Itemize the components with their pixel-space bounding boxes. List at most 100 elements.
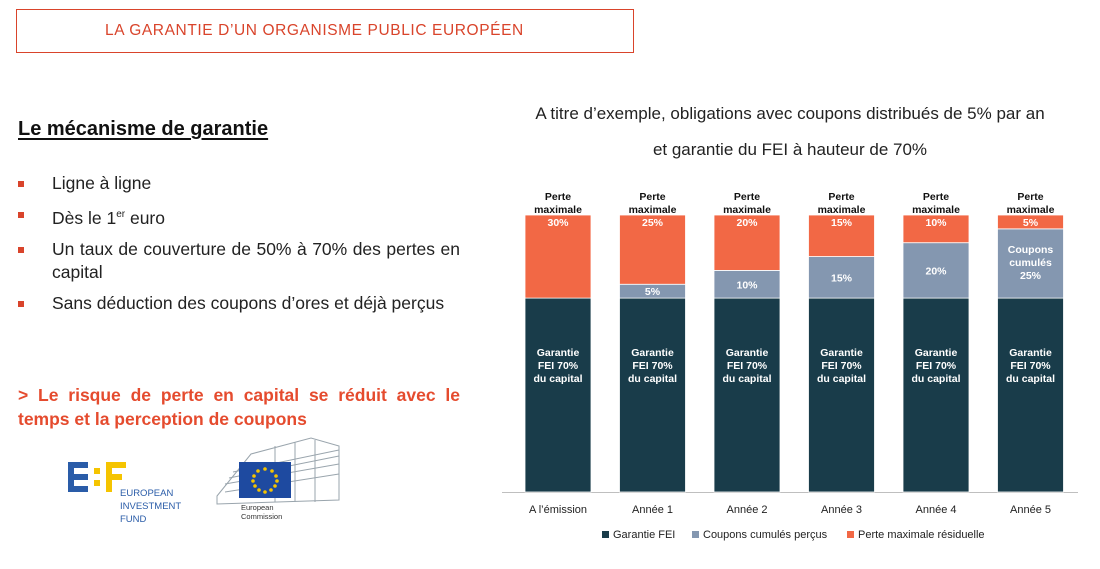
data-label: Garantie FEI 70% du capital: [533, 347, 582, 385]
data-label: Garantie FEI 70% du capital: [722, 347, 771, 385]
legend-swatch: [692, 531, 699, 538]
eif-name-line: INVESTMENT: [120, 501, 181, 512]
data-label-line: FEI 70%: [727, 360, 768, 372]
bullet-item: Ligne à ligne: [18, 172, 460, 195]
conclusion-text: > Le risque de perte en capital se rédui…: [18, 385, 460, 429]
mechanism-title: Le mécanisme de garantie: [18, 118, 269, 140]
bar-segment-perte-maximale-r-siduelle: [808, 214, 875, 257]
bar-segment-garantie-fei: [524, 297, 592, 493]
eu-stars-icon: [251, 467, 279, 494]
eif-name-line: FUND: [120, 514, 147, 525]
data-label-line: 15%: [831, 272, 853, 284]
data-label-line: 15%: [831, 217, 853, 229]
bullet-item: Sans déduction des coupons d’ores et déj…: [18, 292, 460, 315]
bullet-list: Ligne à ligne Dès le 1er euro Un taux de…: [18, 172, 460, 323]
legend-label: Coupons cumulés perçus: [703, 529, 828, 541]
data-label-line: 25%: [642, 217, 664, 229]
data-label-line: Garantie: [726, 347, 769, 359]
data-label-line: du capital: [628, 373, 677, 385]
data-label-line: FEI 70%: [821, 360, 862, 372]
data-label-line: 25%: [1020, 270, 1042, 282]
top-label-line: Perte: [828, 191, 854, 203]
ec-name-line: European: [241, 503, 274, 512]
data-label: 10%: [736, 279, 758, 291]
eif-logo: EUROPEAN INVESTMENT FUND: [68, 462, 181, 525]
data-label-line: Coupons: [1008, 244, 1054, 256]
data-label-line: 20%: [736, 217, 758, 229]
top-label-line: maximale: [534, 204, 582, 216]
data-label-line: Garantie: [537, 347, 580, 359]
data-label-line: Garantie: [1009, 347, 1052, 359]
bullet-square-icon: [18, 181, 24, 187]
x-tick-label: A l’émission: [529, 504, 587, 516]
data-label-line: 10%: [925, 217, 947, 229]
bar-segment-garantie-fei: [713, 297, 781, 493]
bar-segment-coupons-cumul-s-per-us: [808, 256, 875, 299]
top-label-line: maximale: [912, 204, 960, 216]
bullet-square-icon: [18, 246, 24, 253]
top-label: Perte maximale: [1007, 191, 1055, 216]
data-label-line: du capital: [817, 373, 866, 385]
top-label: Perte maximale: [912, 191, 960, 216]
bullet-item: Un taux de couverture de 50% à 70% des p…: [18, 238, 460, 284]
data-label-line: 5%: [1023, 217, 1039, 229]
bullet-text: Un taux de couverture de 50% à 70% des p…: [52, 238, 460, 282]
data-label: Coupons cumulés 25%: [1008, 244, 1054, 282]
x-tick-label: Année 2: [727, 504, 768, 516]
top-label: Perte maximale: [723, 191, 771, 216]
legend-label: Perte maximale résiduelle: [858, 529, 985, 541]
top-label-line: maximale: [629, 204, 677, 216]
data-label: 25%: [642, 217, 664, 229]
data-label: 10%: [925, 217, 947, 229]
data-label-line: 10%: [736, 279, 758, 291]
data-label-line: Garantie: [631, 347, 674, 359]
legend-label: Garantie FEI: [613, 529, 675, 541]
data-label-line: 20%: [925, 265, 947, 277]
data-label-line: du capital: [911, 373, 960, 385]
ec-name-line: Commission: [241, 512, 282, 521]
bullet-text: Ligne à ligne: [52, 173, 152, 193]
x-tick-label: Année 5: [1010, 504, 1051, 516]
data-label: Garantie FEI 70% du capital: [817, 347, 866, 385]
data-label-line: du capital: [533, 373, 582, 385]
top-label-line: Perte: [545, 191, 571, 203]
top-label-line: Perte: [923, 191, 949, 203]
bar-segment-perte-maximale-r-siduelle: [619, 214, 686, 285]
top-label-line: maximale: [723, 204, 771, 216]
data-label: 20%: [736, 217, 758, 229]
data-label: Garantie FEI 70% du capital: [628, 347, 677, 385]
data-label-line: cumulés: [1009, 257, 1052, 269]
x-tick-label: Année 3: [821, 504, 862, 516]
bar-segment-coupons-cumul-s-per-us: [997, 228, 1064, 299]
bar-segment-coupons-cumul-s-per-us: [713, 270, 781, 299]
eif-mark-icon: [68, 462, 126, 492]
data-label-line: FEI 70%: [632, 360, 673, 372]
bullet-square-icon: [18, 212, 24, 218]
data-label-line: du capital: [722, 373, 771, 385]
bar-segment-perte-maximale-r-siduelle: [713, 214, 781, 271]
top-label: Perte maximale: [629, 191, 677, 216]
data-label: 30%: [547, 217, 569, 229]
top-label: Perte maximale: [818, 191, 866, 216]
bullet-text: Sans déduction des coupons d’ores et déj…: [52, 292, 445, 313]
data-label: 15%: [831, 217, 853, 229]
bullet-text: Dès le 1: [52, 207, 117, 228]
data-label: 20%: [925, 265, 947, 277]
bar-segment-perte-maximale-r-siduelle: [524, 214, 592, 299]
bar-segment-perte-maximale-r-siduelle: [902, 214, 970, 244]
x-tick-label: Année 1: [632, 504, 673, 516]
data-label-line: Garantie: [820, 347, 863, 359]
header-title: LA GARANTIE D’UN ORGANISME PUBLIC EUROPÉ…: [105, 22, 524, 39]
data-label-line: FEI 70%: [538, 360, 579, 372]
x-tick-label: Année 4: [916, 504, 957, 516]
top-label-line: Perte: [734, 191, 760, 203]
bullet-square-icon: [18, 300, 24, 307]
top-label-line: Perte: [1017, 191, 1043, 203]
header-box: LA GARANTIE D’UN ORGANISME PUBLIC EUROPÉ…: [16, 9, 634, 53]
data-label: 5%: [1023, 217, 1039, 229]
data-label-line: du capital: [1006, 373, 1055, 385]
top-label-line: maximale: [1007, 204, 1055, 216]
bullet-item: Dès le 1er euro: [18, 203, 460, 230]
top-label-line: Perte: [639, 191, 665, 203]
data-label-line: Garantie: [915, 347, 958, 359]
